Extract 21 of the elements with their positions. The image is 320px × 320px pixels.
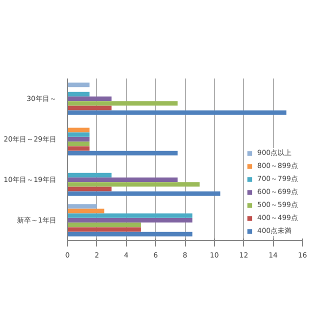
bar <box>68 101 178 106</box>
bar <box>68 227 141 232</box>
bar <box>68 232 192 236</box>
bar <box>68 106 112 110</box>
bar <box>68 132 90 137</box>
bar <box>68 182 200 187</box>
bar <box>68 92 90 96</box>
bar <box>68 218 192 222</box>
bar <box>68 142 90 146</box>
bar <box>68 110 286 115</box>
bar <box>68 178 178 182</box>
bar <box>68 191 220 196</box>
bar <box>68 213 192 218</box>
bar <box>68 172 112 178</box>
bar <box>68 82 90 88</box>
bar <box>68 96 112 101</box>
bar <box>68 150 178 156</box>
bar <box>68 204 97 209</box>
bar <box>68 186 112 192</box>
bar <box>68 222 141 228</box>
bar <box>68 137 90 142</box>
